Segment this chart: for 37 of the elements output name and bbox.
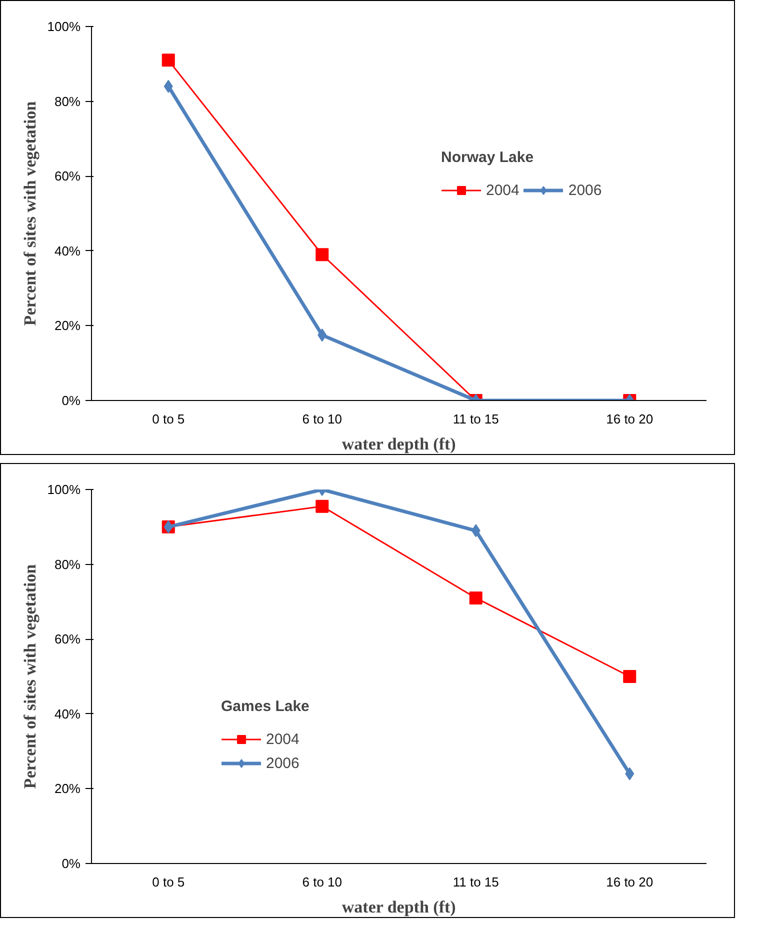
point [469,591,482,604]
point [625,767,634,780]
y-tick-label: 40% [54,243,81,258]
x-tick-label: 0 to 5 [152,874,185,890]
x-tick-label: 16 to 20 [606,412,654,426]
x-tick-label: 0 to 5 [152,412,185,426]
y-tick-label: 0% [62,856,81,871]
legend-label: 2006 [568,182,602,198]
legend-label: 2004 [486,182,520,198]
x-axis-title: water depth (ft) [342,898,456,916]
y-tick-label: 20% [54,318,81,334]
point [162,54,175,67]
x-tick-label: 11 to 15 [452,412,499,426]
y-axis-title: Percent of sites with vegetation [20,100,40,326]
legend-label: 2006 [266,754,300,772]
y-tick-label: 20% [54,781,81,796]
y-tick-label: 40% [54,706,81,722]
x-tick-label: 6 to 10 [302,412,342,426]
y-axis-title: Percent of sites with vegetation [20,564,40,789]
x-tick-label: 6 to 10 [302,874,342,890]
y-tick-label: 0% [62,393,81,408]
point [164,80,173,93]
y-tick-label: 100% [47,482,81,497]
legend-label: 2004 [266,730,300,748]
point [316,500,329,513]
y-tick-label: 80% [54,556,81,572]
y-tick-label: 60% [54,168,81,184]
legend-title: Games Lake [221,698,310,715]
point [471,524,480,538]
y-tick-label: 80% [54,94,81,109]
x-axis-title: water depth (ft) [342,434,456,454]
point [623,670,636,683]
y-tick-label: 100% [47,19,81,34]
y-tick-label: 60% [54,632,81,647]
legend-title: Norway Lake [441,149,535,166]
x-tick-label: 11 to 15 [452,874,499,890]
x-tick-label: 16 to 20 [606,874,654,890]
